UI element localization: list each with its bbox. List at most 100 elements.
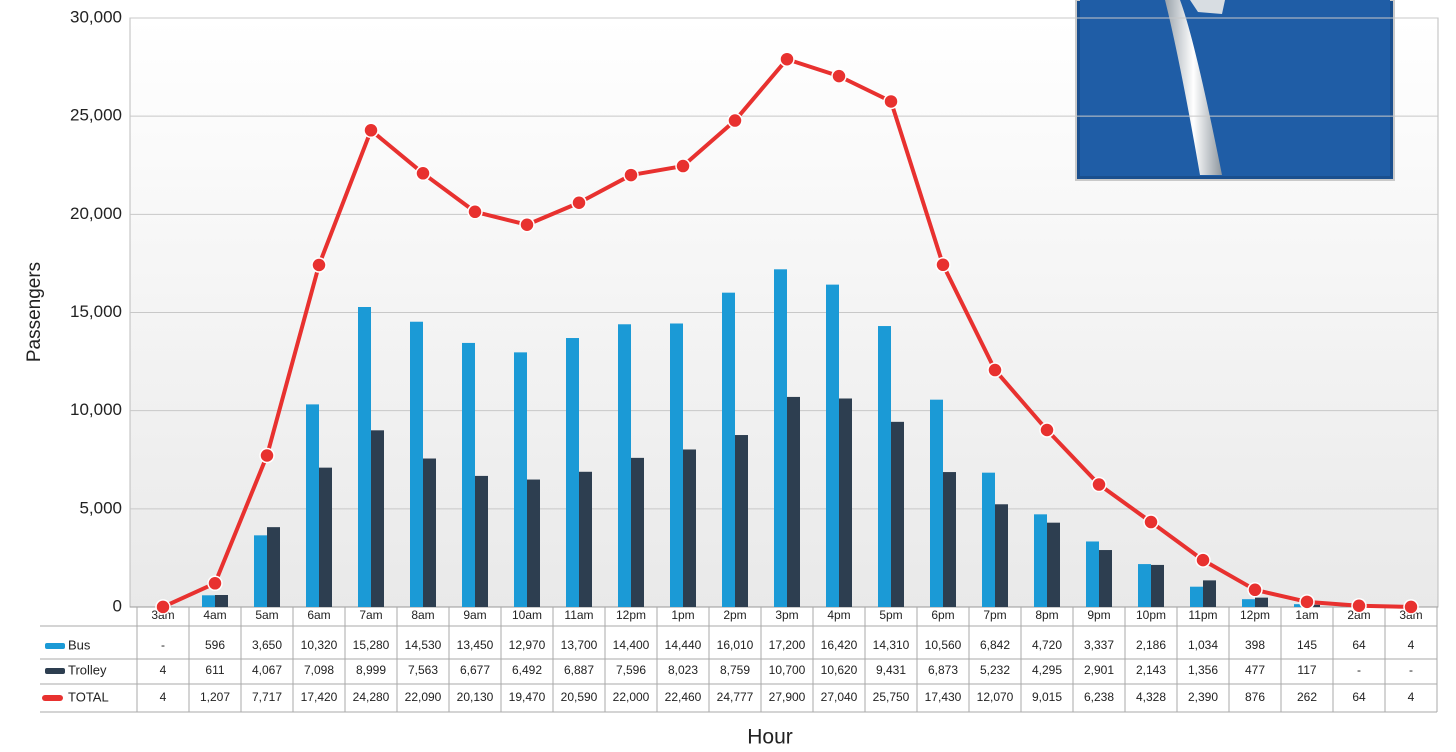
table-cell: 4 xyxy=(160,663,167,677)
bar xyxy=(930,399,943,607)
table-cell: 5,232 xyxy=(980,663,1010,677)
point xyxy=(1299,594,1315,610)
bar xyxy=(1242,599,1255,607)
bar xyxy=(254,535,267,607)
x-tick-label: 9pm xyxy=(1087,608,1110,622)
table-cell: 16,420 xyxy=(821,638,858,652)
table-cell: 15,280 xyxy=(353,638,390,652)
point xyxy=(987,362,1003,378)
table-cell: 1,207 xyxy=(200,690,230,704)
bar xyxy=(826,284,839,607)
x-tick-label: 10pm xyxy=(1136,608,1166,622)
point xyxy=(311,257,327,273)
y-axis-title: Passengers xyxy=(24,262,45,362)
x-tick-label: 7am xyxy=(359,608,382,622)
table-cell: 20,590 xyxy=(561,690,598,704)
table-cell: 3,337 xyxy=(1084,638,1114,652)
y-tick-label: 30,000 xyxy=(70,7,122,26)
bar xyxy=(514,352,527,607)
legend-swatch xyxy=(45,643,65,649)
point xyxy=(467,204,483,220)
bar xyxy=(891,421,904,607)
x-tick-label: 12pm xyxy=(616,608,646,622)
legend-swatch xyxy=(45,668,65,674)
bar xyxy=(410,321,423,607)
point xyxy=(727,112,743,129)
table-cell: 398 xyxy=(1245,638,1265,652)
point xyxy=(1351,597,1367,614)
table-cell: - xyxy=(161,638,165,652)
table-cell: 145 xyxy=(1297,638,1317,652)
table-cell: 6,887 xyxy=(564,663,594,677)
bar xyxy=(631,457,644,607)
bar xyxy=(774,269,787,607)
table-cell: 24,280 xyxy=(353,690,390,704)
y-tick-label: 25,000 xyxy=(70,106,122,125)
y-tick-label: 10,000 xyxy=(70,400,122,419)
legend-label: Bus xyxy=(68,637,91,652)
bar xyxy=(1151,564,1164,607)
table-cell: 10,700 xyxy=(769,663,806,677)
bar xyxy=(423,458,436,607)
x-tick-label: 3pm xyxy=(775,608,798,622)
bar xyxy=(371,430,384,607)
table-cell: 13,450 xyxy=(457,638,494,652)
table-cell: 6,677 xyxy=(460,663,490,677)
table-cell: 22,090 xyxy=(405,690,442,704)
table-cell: 10,620 xyxy=(821,663,858,677)
x-tick-label: 5am xyxy=(255,608,278,622)
x-axis-title: Hour xyxy=(747,726,793,749)
table-cell: - xyxy=(1357,663,1361,677)
bar xyxy=(1034,514,1047,607)
inset-photo xyxy=(1075,0,1395,181)
table-cell: 24,777 xyxy=(717,690,754,704)
x-tick-label: 8am xyxy=(411,608,434,622)
y-tick-label: 0 xyxy=(113,596,122,615)
x-tick-label: 9am xyxy=(463,608,486,622)
bar xyxy=(579,471,592,607)
bar xyxy=(878,326,891,607)
x-tick-label: 6pm xyxy=(931,608,954,622)
table-cell: 6,842 xyxy=(980,638,1010,652)
table-cell: 10,320 xyxy=(301,638,338,652)
bar xyxy=(215,595,228,607)
table-cell: 22,460 xyxy=(665,690,702,704)
table-cell: 8,759 xyxy=(720,663,750,677)
table-cell: 4 xyxy=(160,690,167,704)
bar xyxy=(306,404,319,607)
point xyxy=(935,257,951,273)
point xyxy=(779,51,795,67)
point xyxy=(1091,476,1107,493)
x-tick-label: 4am xyxy=(203,608,226,622)
table-cell: 12,070 xyxy=(977,690,1014,704)
bar xyxy=(1099,550,1112,607)
legend-label: TOTAL xyxy=(68,689,109,704)
x-tick-label: 8pm xyxy=(1035,608,1058,622)
point xyxy=(1039,422,1055,438)
x-tick-label: 6am xyxy=(307,608,330,622)
y-tick-label: 5,000 xyxy=(79,498,122,517)
table-cell: - xyxy=(1409,663,1413,677)
table-cell: 4 xyxy=(1408,690,1415,704)
x-tick-label: 2pm xyxy=(723,608,746,622)
table-cell: 2,390 xyxy=(1188,690,1218,704)
table-cell: 20,130 xyxy=(457,690,494,704)
bar xyxy=(462,342,475,607)
bar xyxy=(1190,586,1203,607)
bar xyxy=(943,472,956,607)
table-cell: 22,000 xyxy=(613,690,650,704)
table-cell: 4 xyxy=(1408,638,1415,652)
table-cell: 17,420 xyxy=(301,690,338,704)
x-tick-label: 10am xyxy=(512,608,542,622)
x-tick-label: 7pm xyxy=(983,608,1006,622)
bar xyxy=(618,324,631,607)
bar xyxy=(839,398,852,607)
x-tick-label: 12pm xyxy=(1240,608,1270,622)
table-cell: 262 xyxy=(1297,690,1317,704)
bar xyxy=(1047,522,1060,607)
table-cell: 4,067 xyxy=(252,663,282,677)
table-cell: 7,098 xyxy=(304,663,334,677)
bar xyxy=(1138,564,1151,607)
x-tick-label: 5pm xyxy=(879,608,902,622)
table-cell: 6,873 xyxy=(928,663,958,677)
